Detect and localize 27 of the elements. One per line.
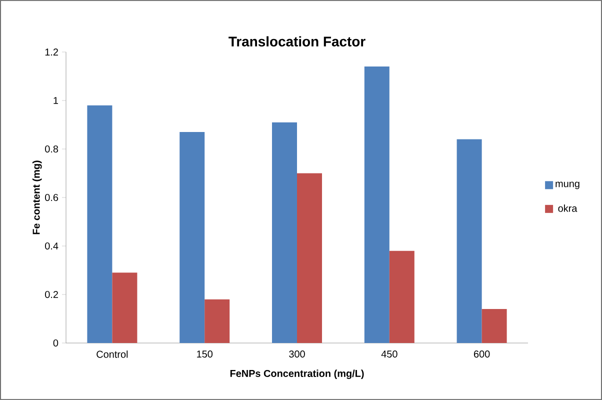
y-tick-label: 1.2 (45, 48, 58, 56)
bar (456, 139, 482, 343)
y-tick-label: 0 (53, 339, 58, 347)
bar (482, 309, 507, 343)
x-tick-label: 450 (381, 350, 398, 358)
x-axis-title: FeNPs Concentration (mg/L) (230, 370, 364, 380)
y-tick-label: 1 (54, 97, 58, 104)
x-tick-label: Control (96, 350, 128, 358)
bar (389, 250, 414, 343)
y-tick-label: 0.2 (45, 290, 58, 298)
bar (87, 105, 112, 343)
x-tick-label: 300 (289, 350, 305, 358)
bar (204, 299, 230, 343)
chart-title: Translocation Factor (228, 36, 366, 47)
bar (364, 66, 390, 343)
x-tick-label: 600 (474, 350, 490, 358)
bar (297, 173, 322, 343)
bar (112, 272, 138, 343)
y-tick-label: 0.4 (45, 242, 58, 250)
bar (180, 132, 205, 343)
legend-label: okra (558, 204, 578, 212)
y-axis-title: Fe content (mg) (32, 160, 42, 234)
x-tick-label: 150 (197, 350, 213, 358)
y-tick-label: 0.8 (45, 145, 58, 153)
bar (272, 122, 298, 343)
legend-label: mung (556, 182, 580, 190)
y-tick-label: 0.6 (45, 194, 58, 202)
